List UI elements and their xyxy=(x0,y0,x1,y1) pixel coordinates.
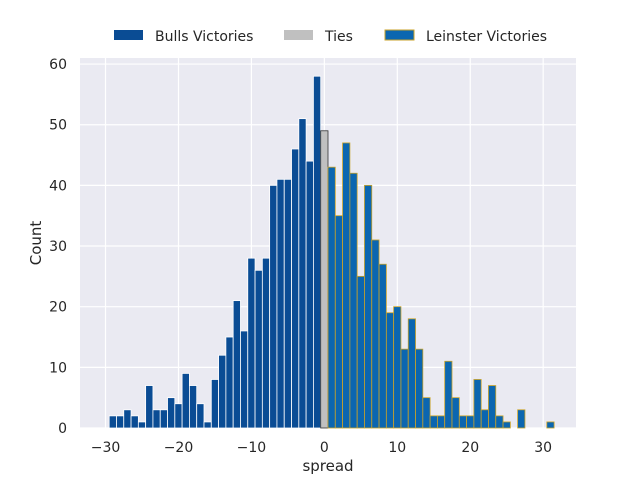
bar-leinster xyxy=(451,397,460,429)
legend: Bulls Victories Ties Leinster Victories xyxy=(114,29,547,45)
x-tick-label: 0 xyxy=(320,440,329,456)
x-tick-label: −10 xyxy=(237,440,267,456)
bar-leinster xyxy=(349,172,358,429)
legend-label-bulls: Bulls Victories xyxy=(155,29,253,45)
bar-leinster xyxy=(488,385,497,429)
bar-leinster xyxy=(364,184,373,429)
bar-bulls xyxy=(240,330,249,429)
bar-leinster xyxy=(415,348,424,429)
bar-bulls xyxy=(225,336,234,429)
bar-bulls xyxy=(232,300,241,429)
bar-bulls xyxy=(203,421,212,429)
bar-bulls xyxy=(254,269,263,429)
x-tick-label: 20 xyxy=(461,440,479,456)
y-tick-label: 40 xyxy=(49,178,67,194)
bar-leinster xyxy=(502,421,511,429)
bar-leinster xyxy=(422,397,431,429)
bar-bulls xyxy=(152,409,161,429)
bar-bulls xyxy=(196,403,205,429)
bar-leinster xyxy=(473,379,482,429)
bar-bulls xyxy=(108,415,117,429)
bar-bulls xyxy=(247,257,256,429)
bar-ties xyxy=(320,130,329,429)
x-tick-label: 10 xyxy=(388,440,406,456)
bar-leinster xyxy=(437,415,446,429)
legend-swatch-ties xyxy=(284,30,313,40)
bar-leinster xyxy=(517,409,526,429)
bar-bulls xyxy=(291,148,300,429)
legend-label-ties: Ties xyxy=(324,29,353,45)
bar-leinster xyxy=(334,215,343,429)
x-axis-title: spread xyxy=(302,457,353,475)
bar-bulls xyxy=(130,415,139,429)
bar-bulls xyxy=(269,184,278,429)
y-tick-label: 30 xyxy=(49,239,67,255)
bar-bulls xyxy=(276,178,285,429)
bar-leinster xyxy=(466,415,475,429)
y-tick-label: 20 xyxy=(49,300,67,316)
y-tick-label: 10 xyxy=(49,360,67,376)
bar-bulls xyxy=(313,75,322,429)
bar-leinster xyxy=(356,275,365,429)
bar-leinster xyxy=(429,415,438,429)
bar-bulls xyxy=(261,257,271,429)
bar-bulls xyxy=(283,178,292,429)
bar-leinster xyxy=(546,421,555,429)
legend-swatch-bulls xyxy=(114,30,143,40)
bar-bulls xyxy=(218,354,227,429)
bar-bulls xyxy=(305,160,314,429)
bar-leinster xyxy=(342,142,351,429)
x-tick-label: −30 xyxy=(91,440,121,456)
bar-bulls xyxy=(123,409,132,429)
bar-bulls xyxy=(181,373,190,429)
y-axis-title: Count xyxy=(27,221,45,266)
bar-leinster xyxy=(371,239,380,429)
bar-leinster xyxy=(400,348,409,429)
bar-leinster xyxy=(495,415,504,429)
bar-bulls xyxy=(298,118,307,429)
bar-bulls xyxy=(116,415,125,429)
bar-leinster xyxy=(327,166,336,429)
bar-leinster xyxy=(480,409,489,429)
y-tick-label: 50 xyxy=(49,118,67,134)
bar-bulls xyxy=(159,409,168,429)
bar-bulls xyxy=(210,379,219,429)
y-tick-labels: 0 10 20 30 40 50 60 xyxy=(49,57,67,437)
x-tick-label: −20 xyxy=(164,440,194,456)
bar-leinster xyxy=(385,312,395,429)
y-tick-label: 60 xyxy=(49,57,67,73)
bar-bulls xyxy=(145,385,154,429)
legend-swatch-leinster xyxy=(384,29,415,41)
bar-bulls xyxy=(189,385,198,429)
x-tick-labels: −30 −20 −10 0 10 20 30 xyxy=(91,440,552,456)
bar-leinster xyxy=(444,360,453,429)
x-tick-label: 30 xyxy=(534,440,552,456)
bar-leinster xyxy=(407,318,416,429)
bar-bulls xyxy=(167,397,176,429)
bars xyxy=(108,75,555,429)
bar-leinster xyxy=(393,306,402,429)
bar-bulls xyxy=(174,403,183,429)
bar-bulls xyxy=(137,421,147,429)
bar-leinster xyxy=(378,263,387,429)
y-tick-label: 0 xyxy=(58,421,67,437)
legend-label-leinster: Leinster Victories xyxy=(426,29,547,45)
bar-leinster xyxy=(458,415,467,429)
